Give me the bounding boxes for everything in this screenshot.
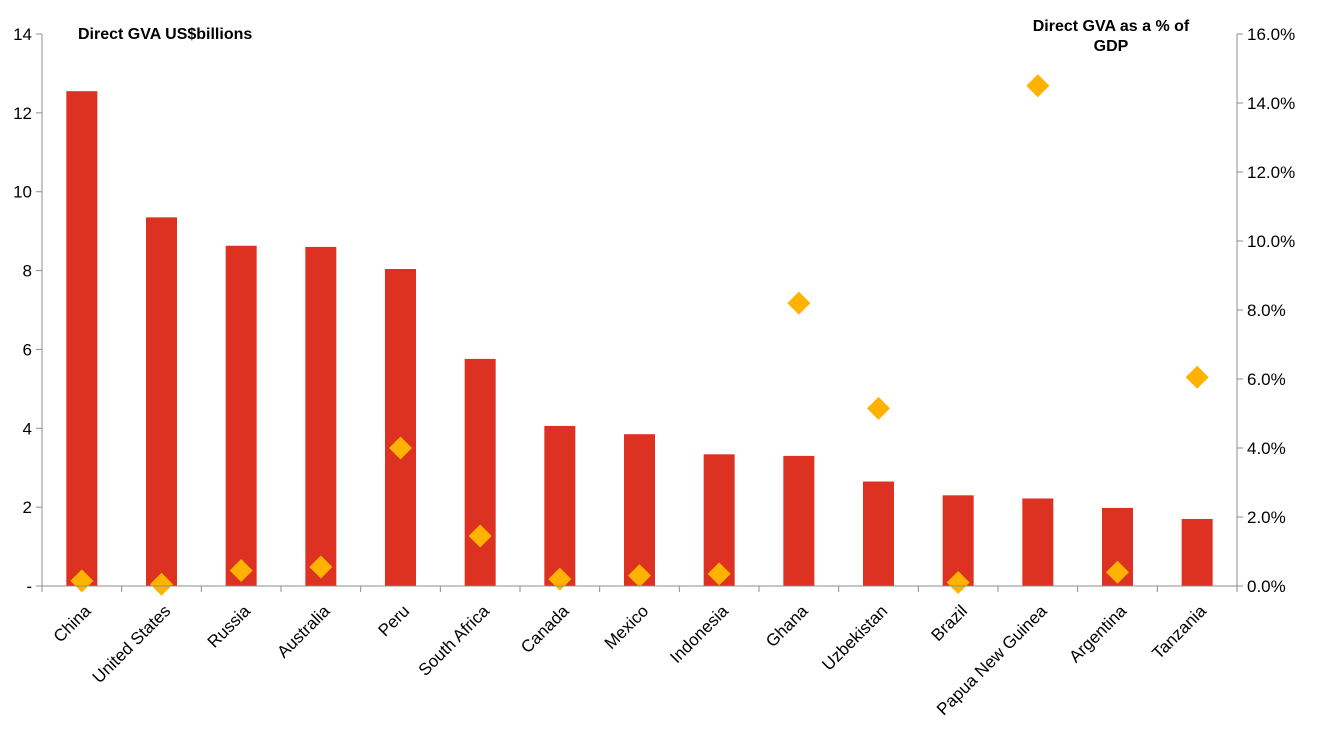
marker-argentina: [1106, 560, 1129, 584]
marker-russia: [229, 558, 253, 582]
right-tick-label: 0.0%: [1247, 577, 1286, 596]
category-label: Peru: [374, 601, 413, 640]
category-label: Indonesia: [666, 601, 732, 667]
bar-papua-new-guinea: [1022, 498, 1054, 586]
category-label: Tanzania: [1148, 601, 1210, 663]
marker-uzbekistan: [867, 396, 890, 420]
category-label: Brazil: [927, 601, 970, 644]
category-label: Australia: [273, 601, 334, 662]
bar-peru: [385, 268, 416, 586]
marker-china: [70, 569, 94, 593]
marker-australia: [309, 555, 333, 579]
marker-tanzania: [1185, 365, 1209, 389]
right-axis-title-line-2: GDP: [1094, 38, 1129, 55]
left-axis-ticks: - 2 4 6 8 10 12 14: [13, 25, 42, 596]
bar-canada: [544, 425, 576, 586]
bar-australia: [305, 246, 337, 586]
bar-south-africa: [464, 358, 496, 586]
right-tick-label: 4.0%: [1247, 439, 1286, 458]
marker-mexico: [628, 564, 651, 588]
bar-china: [66, 91, 98, 587]
bar-russia: [225, 245, 257, 586]
right-axis-title-line-1: Direct GVA as a % of: [1033, 18, 1190, 35]
right-tick-label: 8.0%: [1247, 301, 1286, 320]
marker-series: [70, 74, 1209, 596]
right-tick-label: 14.0%: [1247, 94, 1295, 113]
left-tick-label: 14: [13, 25, 32, 44]
marker-peru: [389, 436, 412, 460]
category-label: Argentina: [1065, 601, 1130, 666]
left-axis-title: Direct GVA US$billions: [78, 26, 252, 43]
category-label: Ghana: [762, 601, 812, 651]
category-label: Canada: [517, 601, 573, 657]
category-label: United States: [89, 601, 175, 687]
marker-brazil: [946, 571, 970, 595]
right-tick-label: 12.0%: [1247, 163, 1295, 182]
left-tick-label: 6: [23, 340, 32, 359]
right-tick-label: 10.0%: [1247, 232, 1295, 251]
category-label: Russia: [204, 601, 255, 652]
marker-papua-new-guinea: [1026, 74, 1050, 98]
right-axis-ticks: 0.0% 2.0% 4.0% 6.0% 8.0% 10.0% 12.0% 14.0% 16.0%: [1237, 25, 1295, 596]
left-tick-label: 10: [13, 183, 32, 202]
marker-ghana: [787, 291, 811, 315]
left-tick-label: 4: [23, 419, 32, 438]
category-label: China: [50, 601, 95, 646]
left-tick-label: -: [26, 577, 32, 596]
marker-south-africa: [468, 524, 492, 548]
category-label: Uzbekistan: [818, 601, 891, 674]
marker-indonesia: [707, 562, 731, 586]
left-tick-label: 8: [23, 262, 32, 281]
bar-mexico: [624, 434, 655, 586]
bar-uzbekistan: [863, 481, 894, 586]
category-label: South Africa: [415, 601, 494, 680]
left-tick-label: 2: [23, 498, 32, 517]
bar-tanzania: [1181, 518, 1213, 586]
right-tick-label: 16.0%: [1247, 25, 1295, 44]
bar-series: [66, 91, 1213, 587]
right-tick-label: 2.0%: [1247, 508, 1286, 527]
marker-united-states: [150, 572, 173, 596]
left-tick-label: 12: [13, 104, 32, 123]
right-tick-label: 6.0%: [1247, 370, 1286, 389]
marker-canada: [548, 567, 572, 591]
bar-brazil: [942, 495, 974, 586]
category-label: Mexico: [601, 601, 653, 653]
bar-united-states: [146, 217, 177, 587]
bar-ghana: [783, 455, 815, 586]
